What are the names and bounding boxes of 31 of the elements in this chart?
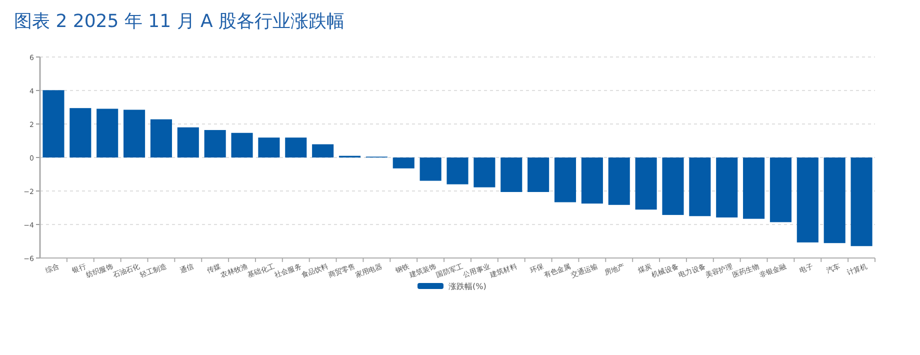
bar bbox=[285, 138, 307, 158]
bar bbox=[608, 158, 630, 205]
bar bbox=[474, 158, 496, 188]
bar bbox=[500, 158, 522, 192]
bar bbox=[231, 132, 253, 158]
bar bbox=[392, 158, 414, 168]
bar bbox=[96, 108, 118, 158]
bar bbox=[796, 158, 818, 242]
bar bbox=[662, 158, 684, 215]
bar bbox=[824, 158, 846, 244]
bar bbox=[70, 108, 92, 158]
bar bbox=[581, 158, 603, 204]
bar bbox=[204, 130, 226, 158]
legend-label: 涨跌幅(%) bbox=[448, 282, 486, 291]
bar bbox=[124, 110, 146, 158]
bar bbox=[689, 158, 711, 216]
bar bbox=[554, 158, 576, 202]
bar bbox=[42, 90, 64, 158]
bar bbox=[150, 119, 172, 158]
bar bbox=[258, 138, 280, 158]
bar bbox=[312, 144, 334, 158]
bar bbox=[770, 158, 792, 222]
chart-title: 图表 2 2025 年 11 月 A 股各行业涨跌幅 bbox=[14, 11, 345, 32]
bar bbox=[850, 158, 872, 246]
bar bbox=[635, 158, 657, 210]
bar bbox=[528, 158, 550, 192]
bar bbox=[716, 158, 738, 218]
bar bbox=[446, 158, 468, 184]
bar bbox=[420, 158, 442, 181]
bar bbox=[743, 158, 765, 219]
bar bbox=[177, 127, 199, 158]
